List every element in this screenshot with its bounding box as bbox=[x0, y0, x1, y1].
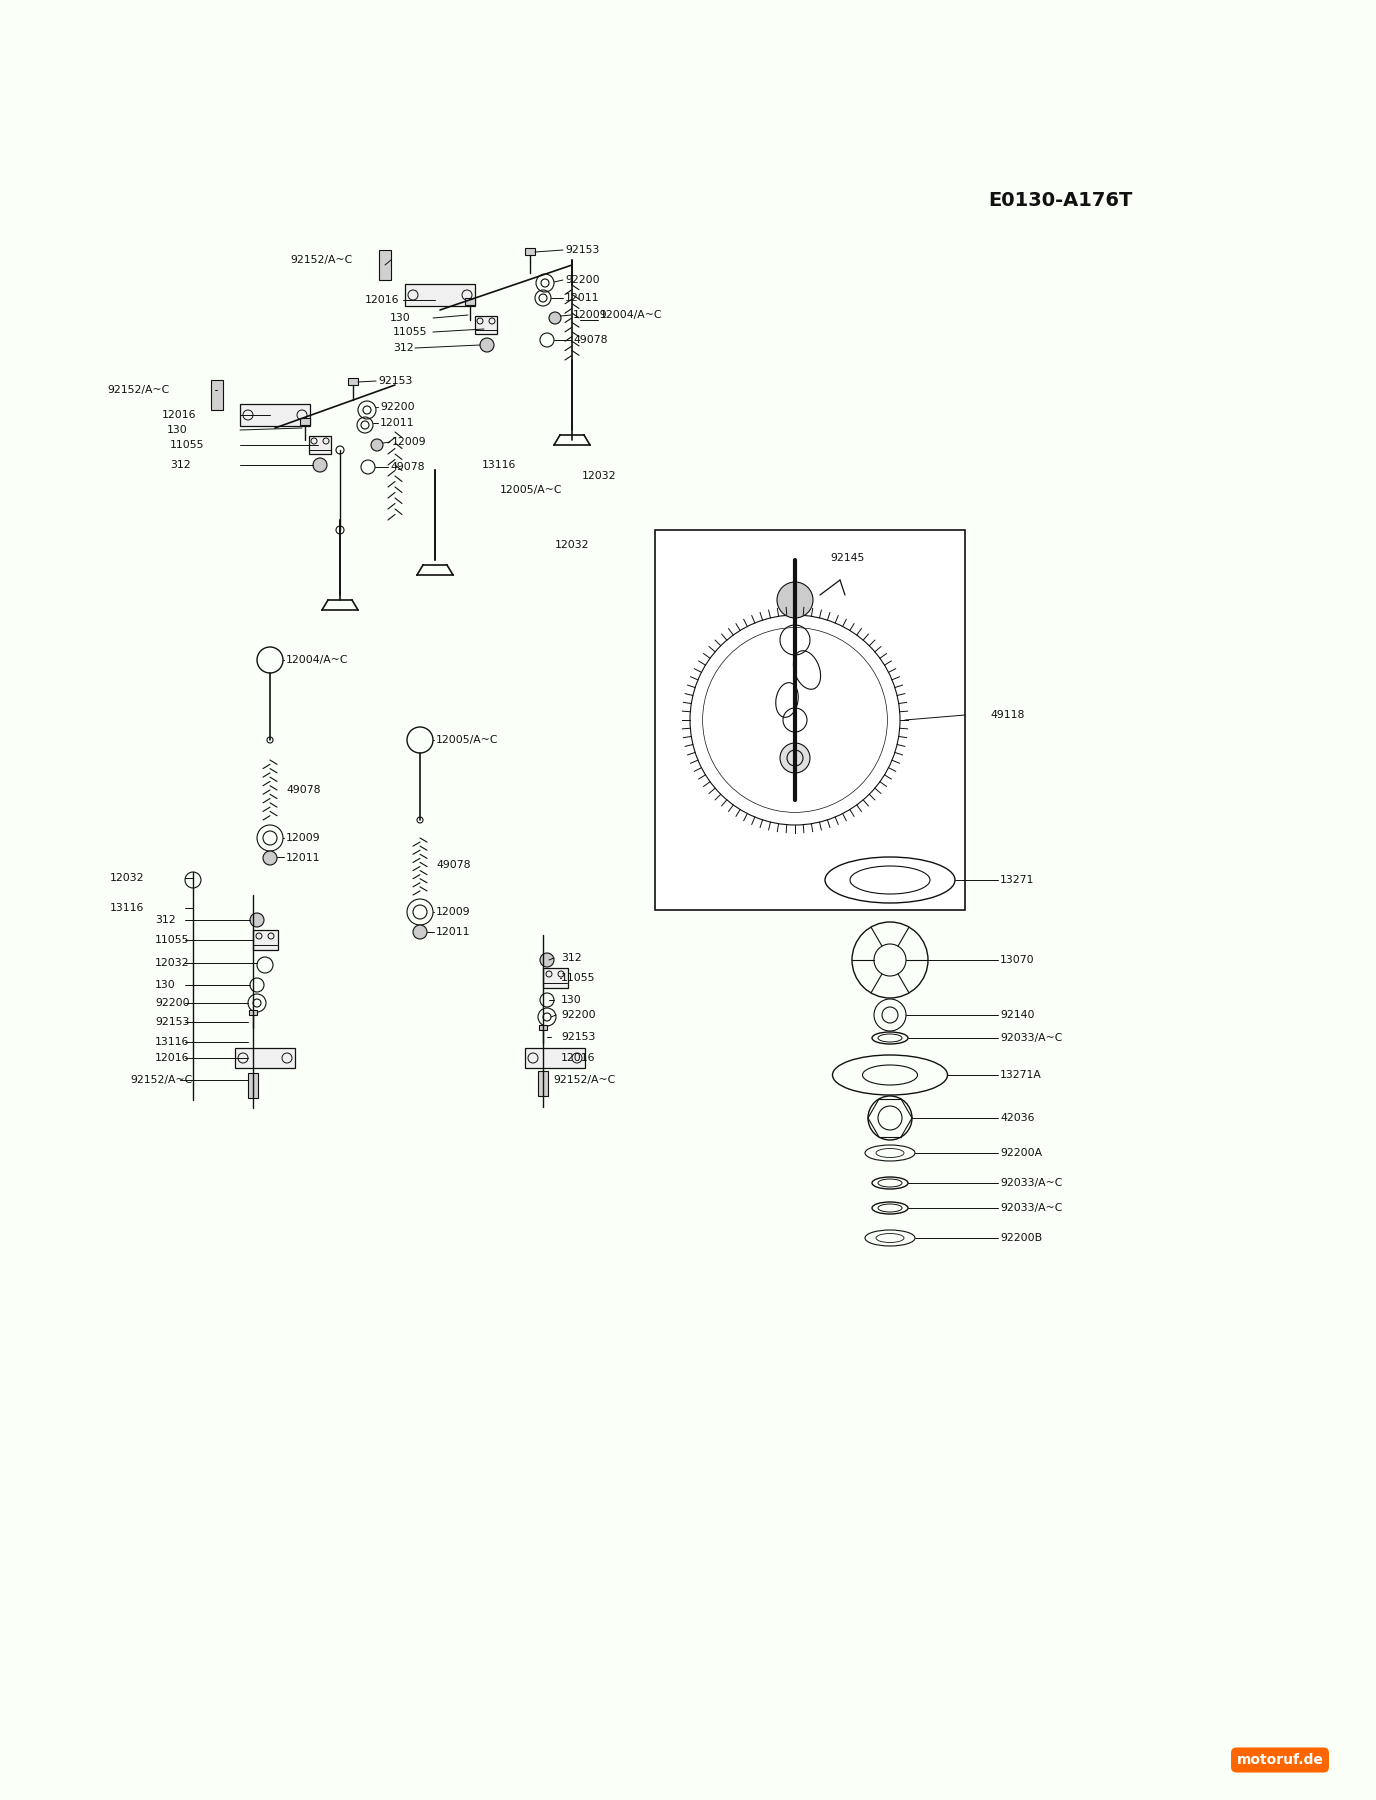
Text: 12005/A~C: 12005/A~C bbox=[499, 484, 563, 495]
Circle shape bbox=[263, 851, 277, 866]
Bar bbox=[211, 380, 223, 410]
Text: 13116: 13116 bbox=[482, 461, 516, 470]
Text: 49118: 49118 bbox=[989, 709, 1024, 720]
Text: 12011: 12011 bbox=[286, 853, 321, 862]
Bar bbox=[405, 284, 475, 306]
Text: 12011: 12011 bbox=[380, 418, 414, 428]
Text: 49078: 49078 bbox=[286, 785, 321, 796]
Text: 13271: 13271 bbox=[1000, 875, 1035, 886]
Text: 12009: 12009 bbox=[572, 310, 608, 320]
Text: E0130-A176T: E0130-A176T bbox=[988, 191, 1132, 209]
Text: 92033/A~C: 92033/A~C bbox=[1000, 1202, 1062, 1213]
Text: 92200B: 92200B bbox=[1000, 1233, 1042, 1244]
Text: 13070: 13070 bbox=[1000, 956, 1035, 965]
Text: 49078: 49078 bbox=[436, 860, 471, 869]
Bar bbox=[378, 250, 391, 281]
Bar bbox=[248, 1073, 259, 1098]
Text: 92200: 92200 bbox=[566, 275, 600, 284]
Text: 130: 130 bbox=[389, 313, 411, 322]
Text: 92145: 92145 bbox=[830, 553, 864, 563]
Text: 92152/A~C: 92152/A~C bbox=[107, 385, 169, 394]
Text: 49078: 49078 bbox=[572, 335, 607, 346]
Text: 92200A: 92200A bbox=[1000, 1148, 1042, 1157]
Text: 92200: 92200 bbox=[380, 401, 414, 412]
Text: 92152/A~C: 92152/A~C bbox=[290, 256, 352, 265]
Text: 12005/A~C: 12005/A~C bbox=[436, 734, 498, 745]
Circle shape bbox=[250, 913, 264, 927]
Circle shape bbox=[777, 581, 813, 617]
Bar bbox=[544, 968, 568, 988]
Text: 12032: 12032 bbox=[155, 958, 190, 968]
Bar bbox=[526, 247, 535, 256]
Text: 92200: 92200 bbox=[561, 1010, 596, 1021]
Circle shape bbox=[413, 925, 427, 940]
Text: 92033/A~C: 92033/A~C bbox=[1000, 1177, 1062, 1188]
Text: 92153: 92153 bbox=[378, 376, 413, 385]
Circle shape bbox=[539, 952, 555, 967]
Text: 92153: 92153 bbox=[566, 245, 600, 256]
Text: 13116: 13116 bbox=[110, 904, 144, 913]
Text: 312: 312 bbox=[171, 461, 191, 470]
Text: 12032: 12032 bbox=[555, 540, 589, 551]
Text: 11055: 11055 bbox=[561, 974, 596, 983]
Text: 13116: 13116 bbox=[155, 1037, 190, 1048]
Text: 49078: 49078 bbox=[389, 463, 425, 472]
Text: 42036: 42036 bbox=[1000, 1112, 1035, 1123]
Text: 11055: 11055 bbox=[394, 328, 428, 337]
Circle shape bbox=[780, 743, 810, 772]
Bar bbox=[253, 931, 278, 950]
Text: 12011: 12011 bbox=[436, 927, 471, 938]
Text: 92153: 92153 bbox=[155, 1017, 190, 1028]
Text: 92153: 92153 bbox=[561, 1031, 596, 1042]
Text: 13271A: 13271A bbox=[1000, 1069, 1042, 1080]
Circle shape bbox=[372, 439, 383, 452]
Text: 130: 130 bbox=[561, 995, 582, 1004]
Bar bbox=[249, 1010, 257, 1015]
Text: 12016: 12016 bbox=[365, 295, 399, 304]
Text: 12004/A~C: 12004/A~C bbox=[600, 310, 662, 320]
Bar bbox=[526, 1048, 585, 1067]
Bar bbox=[300, 418, 310, 425]
Circle shape bbox=[480, 338, 494, 353]
Text: 92033/A~C: 92033/A~C bbox=[1000, 1033, 1062, 1042]
Text: 312: 312 bbox=[561, 952, 582, 963]
Text: 12032: 12032 bbox=[582, 472, 616, 481]
Text: 92140: 92140 bbox=[1000, 1010, 1035, 1021]
Text: 12011: 12011 bbox=[566, 293, 600, 302]
Text: 12004/A~C: 12004/A~C bbox=[286, 655, 348, 664]
Text: 92152/A~C: 92152/A~C bbox=[129, 1075, 193, 1085]
Text: 92152/A~C: 92152/A~C bbox=[553, 1075, 615, 1085]
Bar bbox=[655, 529, 965, 911]
Bar bbox=[310, 436, 332, 454]
Text: 12009: 12009 bbox=[286, 833, 321, 842]
Bar bbox=[539, 1024, 548, 1030]
Text: 12009: 12009 bbox=[436, 907, 471, 916]
Bar bbox=[475, 317, 497, 335]
Bar bbox=[239, 403, 310, 427]
Bar bbox=[235, 1048, 294, 1067]
Text: 130: 130 bbox=[155, 979, 176, 990]
Text: 11055: 11055 bbox=[155, 934, 190, 945]
Circle shape bbox=[549, 311, 561, 324]
Text: 12016: 12016 bbox=[155, 1053, 190, 1064]
Bar bbox=[348, 378, 358, 385]
Bar bbox=[538, 1071, 548, 1096]
Bar bbox=[465, 299, 475, 304]
Circle shape bbox=[312, 457, 327, 472]
Text: 12032: 12032 bbox=[110, 873, 144, 884]
Text: motoruf.de: motoruf.de bbox=[1237, 1753, 1324, 1768]
Text: 312: 312 bbox=[155, 914, 176, 925]
Text: 92200: 92200 bbox=[155, 997, 190, 1008]
Text: 12016: 12016 bbox=[561, 1053, 596, 1064]
Text: 312: 312 bbox=[394, 344, 414, 353]
Text: 12009: 12009 bbox=[392, 437, 427, 446]
Text: 130: 130 bbox=[166, 425, 187, 436]
Text: 12016: 12016 bbox=[162, 410, 197, 419]
Text: 11055: 11055 bbox=[171, 439, 205, 450]
